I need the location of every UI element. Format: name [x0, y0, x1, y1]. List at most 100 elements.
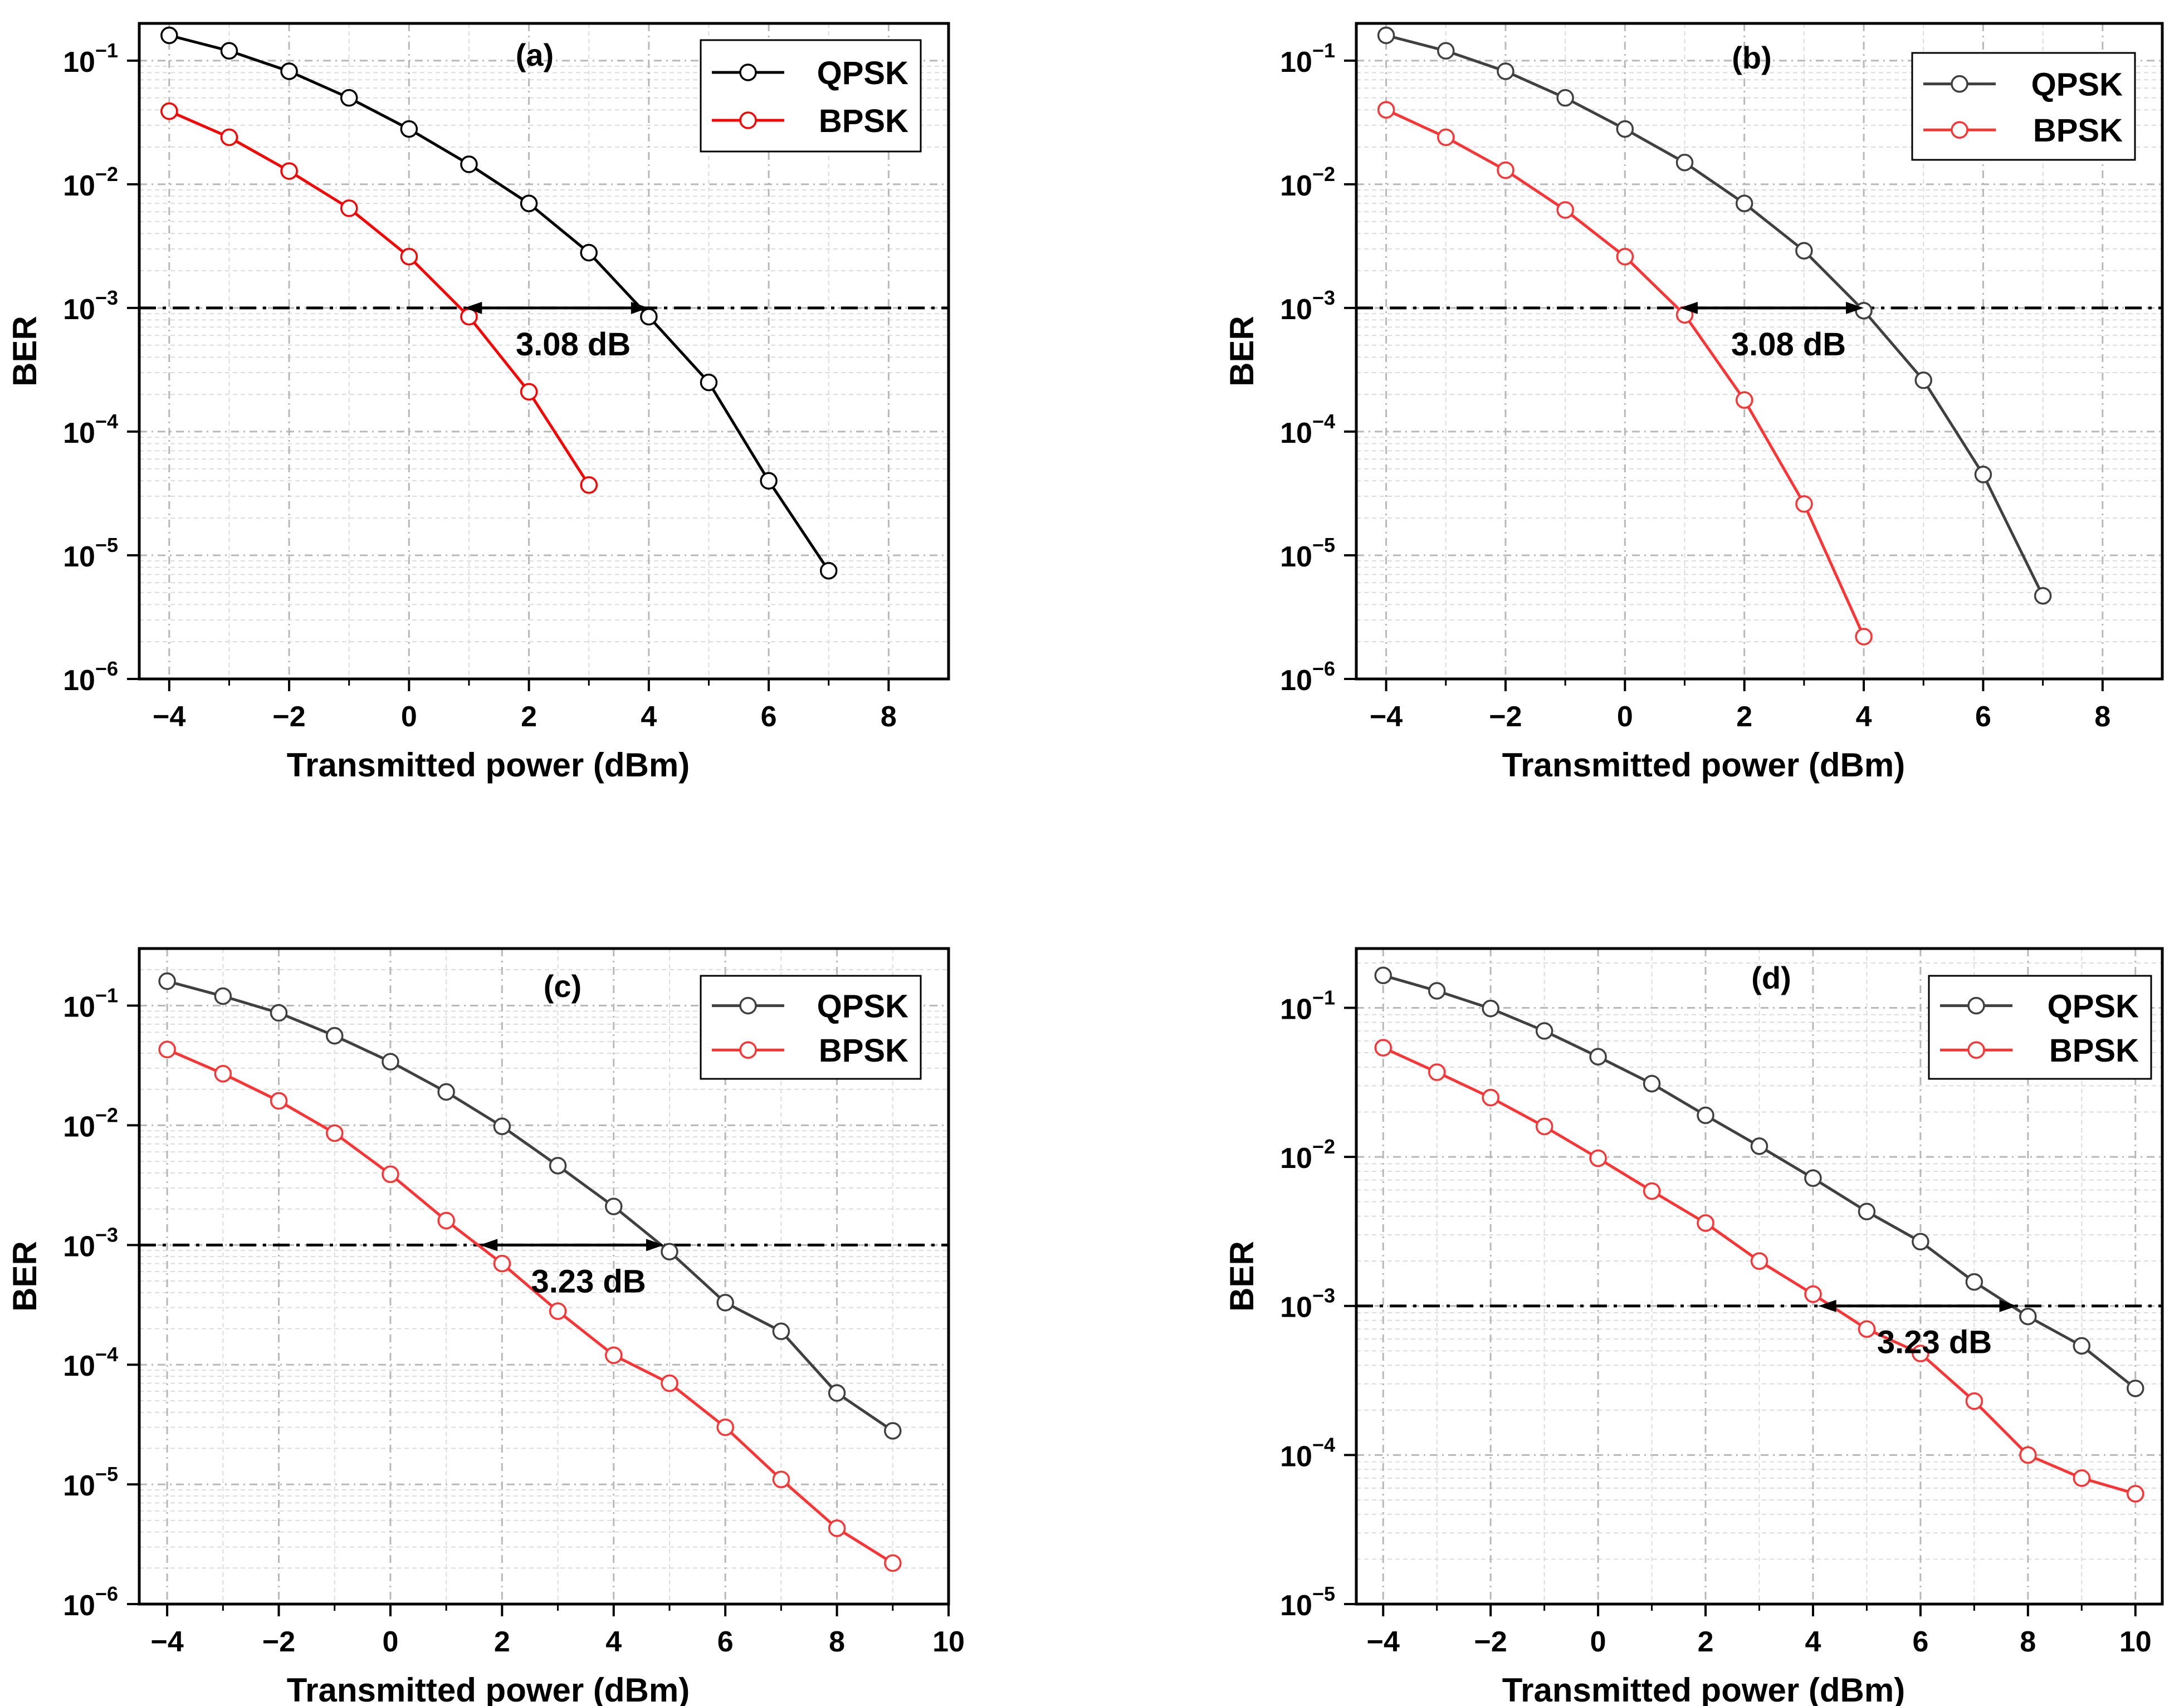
x-tick-label: −4 [153, 701, 185, 733]
y-tick-exponent: −1 [95, 39, 118, 62]
chart-panel-b: 3.08 dB −4 −2 0 2 4 6 8 10−1 10−2 10−3 10−4 10−5 10−6… [1223, 22, 2164, 784]
data-point-bpsk [1965, 1392, 1983, 1410]
grid-lines [1356, 949, 2162, 1605]
legend: QPSK BPSK [700, 975, 922, 1080]
data-point-bpsk [661, 1374, 678, 1392]
data-point-bpsk [884, 1554, 902, 1572]
x-axis-title: Transmitted power (dBm) [1502, 746, 1905, 784]
data-point-bpsk [580, 476, 598, 494]
y-tick-exponent: −4 [1312, 1433, 1335, 1456]
y-tick-label: 10−6 [63, 1582, 118, 1622]
y-tick-label: 10−2 [1280, 163, 1335, 202]
data-point-bpsk [340, 199, 358, 217]
x-tick-label: 4 [641, 701, 657, 733]
arrow-head-right [631, 301, 649, 314]
legend-swatch-marker [1951, 75, 1968, 93]
data-point-qpsk [661, 1243, 678, 1260]
power-penalty-label: 3.23 dB [1877, 1324, 1992, 1361]
x-tick-label: 10 [2119, 1626, 2152, 1658]
data-point-qpsk [2019, 1307, 2037, 1326]
data-point-qpsk [1535, 1022, 1553, 1040]
data-point-bpsk [160, 102, 178, 120]
y-tick-exponent: −2 [1312, 1135, 1335, 1158]
y-tick-label: 10−1 [1280, 986, 1335, 1025]
series-line-qpsk [169, 34, 830, 572]
data-point-qpsk [1974, 466, 1992, 483]
data-point-qpsk [340, 89, 358, 107]
data-point-qpsk [1482, 999, 1499, 1018]
legend-swatch-marker [1967, 996, 1985, 1015]
data-point-qpsk [640, 307, 658, 326]
y-tick-label: 10−5 [1280, 1582, 1335, 1622]
power-penalty-arrow [480, 1239, 664, 1252]
data-point-qpsk [1428, 982, 1446, 1000]
chart-panel-d: 3.23 dB −4 −2 0 2 4 6 8 10 10−1 10−2 10−3 10−4 10−5 Tr… [1223, 947, 2164, 1706]
y-tick-label: 10−4 [63, 1343, 118, 1382]
legend-entry-qpsk: QPSK [2048, 989, 2139, 1025]
data-point-qpsk [828, 1384, 846, 1402]
data-point-qpsk [819, 561, 838, 580]
y-tick-exponent: −1 [95, 984, 118, 1007]
x-axis-title: Transmitted power (dBm) [1502, 1671, 1905, 1706]
data-point-bpsk [1735, 391, 1753, 409]
x-tick-label: 4 [605, 1626, 622, 1658]
x-tick-label: −2 [262, 1626, 295, 1658]
plot-frame [138, 947, 950, 1606]
data-point-qpsk [520, 194, 538, 213]
legend-entry-bpsk: BPSK [2049, 1033, 2139, 1069]
data-point-qpsk [460, 155, 478, 173]
panel-label: (a) [516, 37, 554, 72]
legend-box [700, 39, 922, 153]
legend: QPSK BPSK [1928, 975, 2152, 1080]
series-line-qpsk [1385, 34, 2044, 597]
x-tick-label: 10 [932, 1626, 965, 1658]
data-point-qpsk [1377, 26, 1395, 45]
data-point-qpsk [1497, 62, 1514, 80]
y-tick-exponent: −6 [95, 657, 118, 680]
data-point-qpsk [580, 243, 598, 262]
legend-swatch-marker [739, 111, 757, 129]
x-tick-label: −2 [1489, 701, 1522, 733]
data-point-bpsk [2127, 1485, 2144, 1503]
data-point-bpsk [1374, 1039, 1392, 1057]
x-tick-label: 0 [1590, 1626, 1606, 1658]
arrow-head-left [480, 1239, 498, 1252]
legend-box [1911, 52, 2136, 161]
data-point-qpsk [2073, 1337, 2091, 1355]
y-tick-label: 10−4 [1280, 1433, 1335, 1473]
legend-entry-qpsk: QPSK [817, 55, 908, 91]
data-point-bpsk [1616, 248, 1634, 266]
y-tick-exponent: −3 [1312, 286, 1335, 309]
data-point-bpsk [716, 1418, 734, 1436]
y-tick-label: 10−2 [63, 163, 118, 202]
x-tick-label: 2 [494, 1626, 510, 1658]
y-tick-exponent: −6 [95, 1582, 118, 1605]
y-axis-title: BER [1223, 1241, 1260, 1312]
data-point-bpsk [1377, 101, 1395, 119]
x-tick-label: 6 [761, 701, 777, 733]
y-tick-label: 10−1 [63, 984, 118, 1024]
y-tick-label: 10−4 [63, 410, 118, 449]
data-point-qpsk [1437, 42, 1455, 60]
data-point-qpsk [1750, 1137, 1768, 1155]
data-point-bpsk [2019, 1446, 2037, 1464]
x-tick-label: 8 [881, 701, 897, 733]
x-tick-label: 0 [1617, 701, 1633, 733]
data-point-bpsk [1428, 1063, 1446, 1081]
data-point-qpsk [2127, 1379, 2144, 1397]
chart-panel-a: 3.08 dB −4 −2 0 2 4 6 8 10−1 10−2 10−3 10−4 10−5 10−6… [6, 22, 950, 784]
x-tick-label: −2 [1474, 1626, 1507, 1658]
x-tick-label: 6 [1912, 1626, 1928, 1658]
data-point-qpsk [700, 373, 718, 392]
data-point-bpsk [605, 1346, 623, 1364]
y-tick-label: 10−1 [1280, 39, 1335, 79]
x-tick-label: 8 [2094, 701, 2110, 733]
data-point-bpsk [2073, 1469, 2091, 1487]
data-point-qpsk [1804, 1169, 1822, 1187]
data-point-qpsk [280, 62, 298, 80]
legend-swatch-marker [739, 996, 757, 1015]
legend: QPSK BPSK [1911, 52, 2136, 161]
data-point-bpsk [280, 162, 298, 180]
power-penalty-label: 3.23 dB [531, 1263, 646, 1299]
